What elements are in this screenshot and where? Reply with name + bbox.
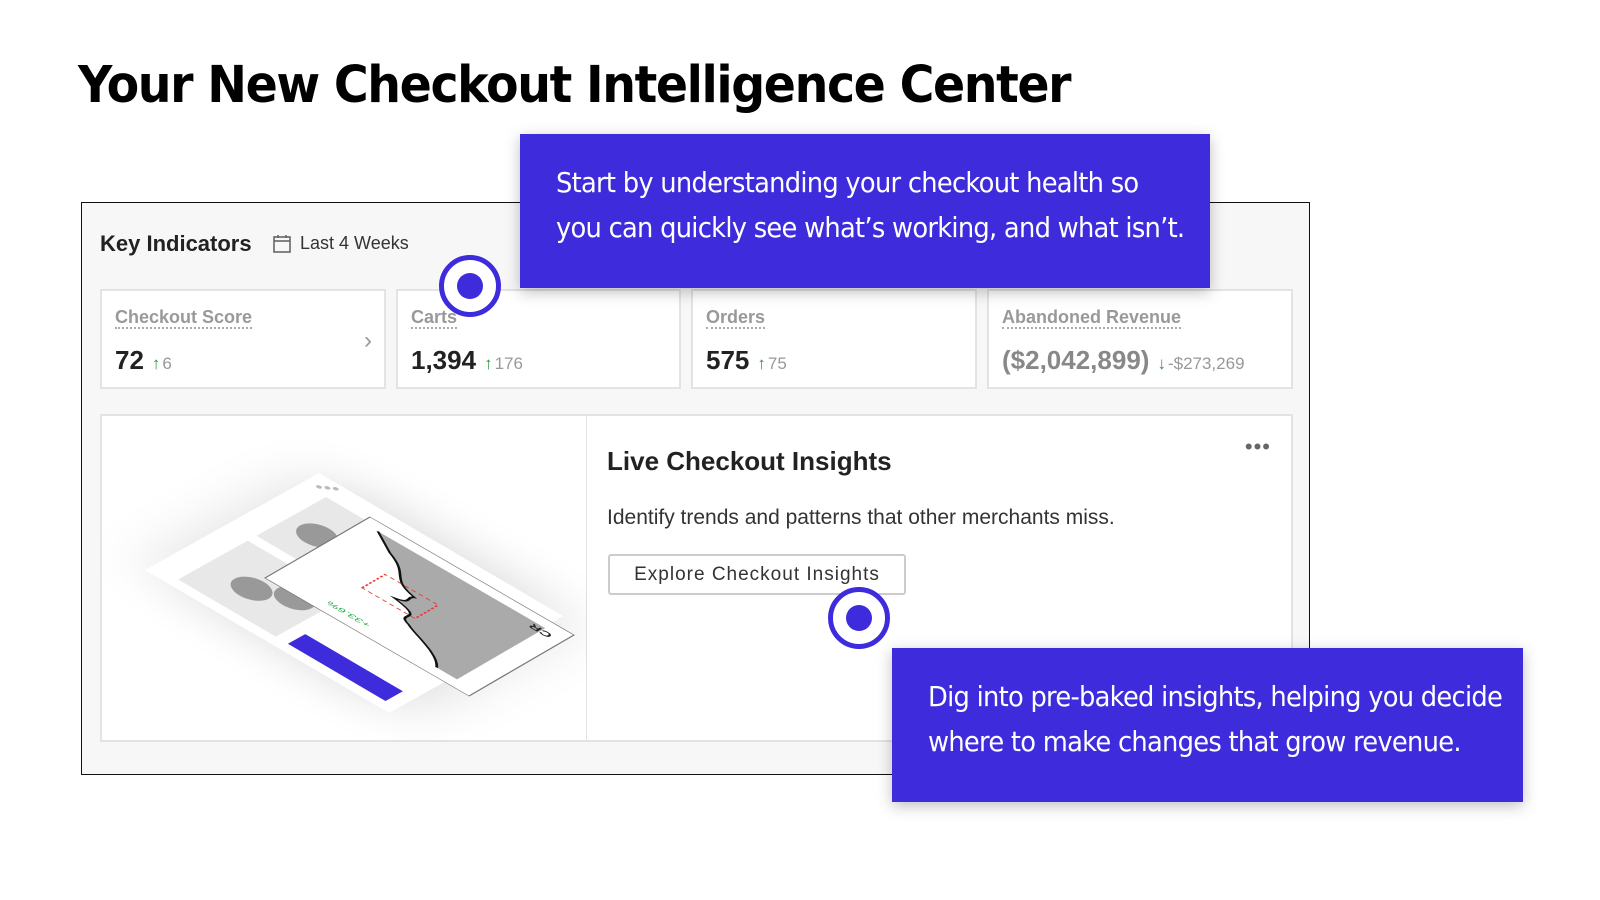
card-abandoned-revenue[interactable]: Abandoned Revenue ($2,042,899) ↓ -$273,269: [987, 289, 1293, 389]
tooltip-checkout-health: Start by understanding your checkout hea…: [520, 134, 1210, 288]
arrow-up-icon: ↑: [484, 354, 493, 373]
card-value: 1,394: [411, 345, 477, 375]
tooltip-insights: Dig into pre-baked insights, helping you…: [892, 648, 1523, 802]
card-delta: 176: [494, 354, 523, 373]
card-delta: 6: [162, 354, 172, 373]
arrow-down-icon: ↓: [1157, 354, 1166, 373]
tooltip-line: Dig into pre-baked insights, helping you…: [928, 680, 1503, 713]
insights-description: Identify trends and patterns that other …: [607, 506, 1115, 529]
tooltip-line: you can quickly see what’s working, and …: [556, 211, 1185, 244]
page-title: Your New Checkout Intelligence Center: [78, 56, 1072, 115]
hotspot-marker[interactable]: [439, 255, 501, 317]
insights-illustration: CR +33.6%: [102, 416, 587, 740]
card-delta: -$273,269: [1167, 354, 1245, 373]
card-label: Carts: [411, 307, 458, 329]
card-label: Checkout Score: [115, 307, 253, 329]
card-carts[interactable]: Carts 1,394 ↑ 176: [396, 289, 681, 389]
hotspot-dot-icon: [846, 605, 872, 631]
tooltip-line: where to make changes that grow revenue.: [928, 725, 1462, 758]
card-value: 72: [115, 345, 144, 375]
card-delta: 75: [767, 354, 787, 373]
card-label: Abandoned Revenue: [1002, 307, 1182, 329]
more-options-icon[interactable]: •••: [1244, 434, 1271, 459]
card-value: ($2,042,899): [1002, 345, 1150, 375]
arrow-up-icon: ↑: [757, 354, 766, 373]
card-value: 575: [706, 345, 750, 375]
tooltip-line: Start by understanding your checkout hea…: [556, 166, 1139, 199]
hotspot-marker[interactable]: [828, 587, 890, 649]
chevron-right-icon[interactable]: ›: [364, 327, 372, 354]
arrow-up-icon: ↑: [151, 354, 161, 373]
calendar-icon: [273, 234, 291, 253]
key-indicators-heading: Key Indicators: [100, 231, 252, 256]
card-label: Orders: [706, 307, 766, 329]
insights-title: Live Checkout Insights: [607, 446, 892, 476]
card-orders[interactable]: Orders 575 ↑ 75: [691, 289, 977, 389]
card-checkout-score[interactable]: Checkout Score 72 ↑ 6 ›: [100, 289, 386, 389]
date-range-label: Last 4 Weeks: [300, 233, 409, 253]
hotspot-dot-icon: [457, 273, 483, 299]
date-range-selector[interactable]: Last 4 Weeks: [272, 233, 409, 254]
